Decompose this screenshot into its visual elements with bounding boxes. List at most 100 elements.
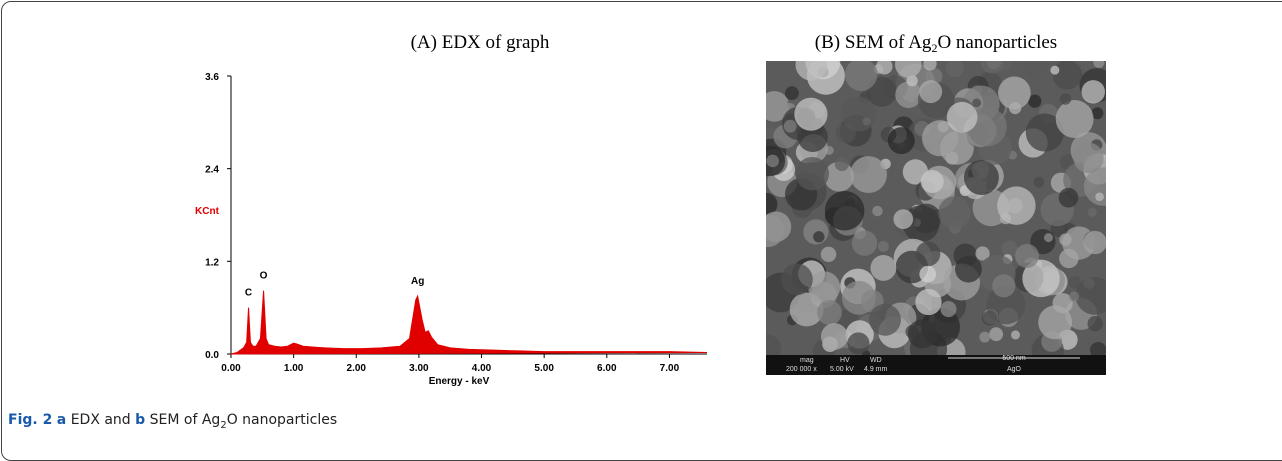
- sem-grain: [1075, 276, 1106, 315]
- title-text: O nanoparticles: [937, 32, 1057, 53]
- sem-grain: [1010, 330, 1021, 340]
- peak-label: C: [245, 288, 252, 299]
- sem-grain: [893, 209, 914, 230]
- sem-grain: [1089, 341, 1106, 355]
- sem-grain: [915, 288, 942, 316]
- sem-grain: [946, 101, 978, 133]
- title-text: (B) SEM of Ag: [815, 32, 932, 53]
- caption-text: EDX and: [70, 412, 131, 428]
- sem-grain: [907, 319, 937, 349]
- sem-grain: [877, 240, 889, 252]
- sem-grain: [1052, 61, 1082, 90]
- y-tick-label: 0.0: [205, 350, 219, 361]
- title-sub: 2: [931, 41, 937, 55]
- sem-grain: [979, 331, 991, 343]
- scale-label: 500 nm: [1002, 355, 1026, 362]
- sem-grain: [1087, 316, 1103, 332]
- sem-grain: [1059, 233, 1072, 246]
- sem-grain: [920, 170, 944, 194]
- y-tick-label: 3.6: [205, 72, 219, 83]
- sem-grain: [841, 280, 876, 315]
- sem-grain: [1059, 248, 1079, 269]
- sem-grain: [820, 323, 848, 350]
- sem-grain: [998, 76, 1031, 110]
- sem-grain: [766, 214, 785, 248]
- sem-grain: [1068, 276, 1082, 289]
- sem-grain: [870, 254, 897, 281]
- caption: Fig. 2 a EDX and b SEM of Ag2O nanoparti…: [8, 412, 337, 431]
- sem-grain: [997, 186, 1036, 225]
- sem-grain: [963, 160, 999, 195]
- caption-text: O nanoparticles: [226, 412, 338, 428]
- sem-grain: [784, 86, 799, 101]
- sem-grain: [919, 80, 943, 104]
- sem-grain: [1081, 80, 1105, 104]
- sem-grain: [766, 192, 778, 216]
- caption-sub: 2: [220, 419, 227, 431]
- sem-grain: [766, 154, 779, 168]
- sem-grain: [1044, 233, 1053, 243]
- sem-grain: [1095, 192, 1104, 202]
- info-value: 200 000 x: [786, 366, 817, 373]
- sem-grain: [876, 61, 893, 75]
- sem-grain: [989, 327, 1004, 342]
- sem-grain: [972, 98, 982, 108]
- info-label: WD: [870, 357, 882, 364]
- sem-grain: [783, 119, 797, 133]
- sem-grain: [1022, 259, 1060, 298]
- sem-grain: [923, 61, 937, 71]
- sem-grain: [1015, 244, 1040, 269]
- x-tick-label: 4.00: [472, 363, 492, 374]
- info-value: 5.00 kV: [830, 366, 854, 373]
- sem-grain: [1028, 94, 1042, 108]
- sem-grain: [1050, 65, 1060, 75]
- sem-grain: [1055, 100, 1094, 138]
- sem-grain: [1001, 240, 1019, 258]
- caption-text: SEM of Ag: [149, 412, 221, 428]
- sem-grain: [940, 301, 957, 318]
- sem-grain: [1025, 113, 1064, 152]
- sem-grain: [1069, 291, 1080, 302]
- sem-grain: [1038, 305, 1073, 340]
- figure: (A) EDX of graph (B) SEM of Ag2O nanopar…: [195, 32, 1106, 387]
- x-axis-label: Energy - keV: [429, 376, 490, 387]
- sem-grain: [834, 156, 850, 172]
- sem-grain: [919, 265, 937, 283]
- caption-label: Fig. 2: [8, 412, 53, 428]
- sem-grain: [887, 127, 915, 155]
- y-tick-label: 1.2: [205, 257, 219, 268]
- sem-grain: [795, 157, 829, 191]
- sem-grain: [1059, 93, 1072, 105]
- caption-a: a: [56, 412, 67, 428]
- info-value: 4.9 mm: [864, 366, 888, 373]
- sem-grain: [766, 91, 790, 122]
- sem-grain: [975, 246, 990, 261]
- sem-grain: [794, 97, 828, 131]
- sem-grain: [894, 61, 922, 78]
- sem-grain: [986, 285, 1026, 325]
- sem-grain: [906, 75, 918, 87]
- y-tick-label: 2.4: [205, 165, 219, 176]
- sem-grain: [955, 255, 982, 283]
- sem-grain: [795, 61, 828, 81]
- sem-grain: [938, 196, 971, 229]
- x-tick-label: 0.00: [221, 363, 241, 374]
- peak-label: O: [260, 271, 268, 282]
- sem-grain: [1093, 61, 1105, 69]
- sem-grain: [766, 334, 782, 355]
- info-label: mag: [800, 357, 814, 364]
- sem-grain: [847, 332, 870, 355]
- sem-grain: [1023, 61, 1047, 80]
- sem-grain: [850, 156, 888, 194]
- sem-grain: [841, 96, 877, 132]
- sem-grain: [813, 231, 825, 243]
- x-tick-label: 6.00: [597, 363, 617, 374]
- sem-grain: [789, 292, 824, 327]
- x-tick-label: 5.00: [534, 363, 554, 374]
- sem-grain: [915, 241, 941, 267]
- sem-grain: [980, 61, 1004, 74]
- sem-grain: [895, 81, 922, 109]
- sem-info-bar: [766, 355, 1106, 375]
- sem-grain: [820, 246, 837, 263]
